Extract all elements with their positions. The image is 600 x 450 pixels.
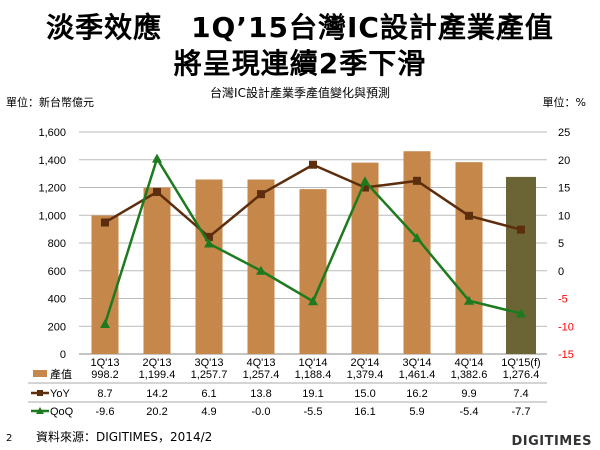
marker-yoy [309, 160, 317, 169]
right-tick-label: 10 [558, 210, 570, 222]
legend-label-產值: 產值 [50, 367, 72, 381]
right-tick-label: 5 [558, 238, 564, 250]
legend-key-bar [33, 370, 47, 377]
bar [299, 189, 327, 354]
table-cell: -9.6 [96, 406, 115, 418]
right-tick-label: 15 [558, 183, 570, 195]
right-tick-label: 20 [558, 155, 570, 167]
right-tick-label: -5 [558, 294, 568, 306]
right-tick-label: 0 [558, 266, 564, 278]
bar [91, 215, 119, 354]
left-tick-label: 400 [48, 294, 66, 306]
page-number: 2 [6, 433, 13, 444]
table-cell: 15.0 [354, 388, 375, 400]
marker-yoy [517, 225, 525, 234]
table-cell: 19.1 [302, 388, 323, 400]
chart-title: 台灣IC設計產業季產值變化與預測 [210, 86, 390, 100]
table-cell: -5.4 [460, 406, 479, 418]
left-tick-label: 200 [48, 321, 66, 333]
table-cell: 1,379.4 [347, 369, 384, 381]
legend-label-qoq: QoQ [50, 406, 74, 418]
digitimes-logo: DIGITIMES [511, 434, 592, 449]
marker-yoy [361, 183, 369, 192]
marker-yoy [257, 190, 265, 199]
category-label: 4Q'14 [454, 357, 483, 369]
table-cell: -7.7 [512, 406, 531, 418]
table-cell: 1,199.4 [139, 369, 176, 381]
marker-qoq [308, 296, 318, 306]
table-cell: 1,382.6 [451, 369, 488, 381]
legend-label-yoy: YoY [50, 388, 70, 400]
marker-yoy [413, 176, 421, 185]
marker-qoq [100, 319, 110, 329]
right-tick-label: -10 [558, 321, 574, 333]
left-tick-label: 1,200 [38, 183, 66, 195]
left-tick-label: 1,600 [38, 127, 66, 139]
bar [403, 151, 431, 354]
table-cell: 9.9 [461, 388, 476, 400]
left-tick-label: 1,400 [38, 155, 66, 167]
slide-title-line1: 淡季效應 1Q’15台灣IC設計產業產值 [46, 11, 554, 44]
table-cell: 1,461.4 [399, 369, 436, 381]
table-cell: -0.0 [252, 406, 271, 418]
table-cell: -5.5 [304, 406, 323, 418]
marker-qoq [464, 295, 474, 305]
left-tick-label: 0 [60, 349, 66, 361]
marker-qoq [412, 233, 422, 243]
bar [143, 187, 171, 354]
right-axis-unit: 單位：% [542, 96, 586, 109]
table-cell: 16.1 [354, 406, 375, 418]
table-cell: 8.7 [97, 388, 112, 400]
category-label: 2Q'14 [350, 357, 379, 369]
marker-qoq [256, 265, 266, 275]
table-cell: 998.2 [91, 369, 119, 381]
table-cell: 1,188.4 [295, 369, 332, 381]
category-label: 1Q'15(f) [501, 357, 540, 369]
left-tick-label: 600 [48, 266, 66, 278]
table-cell: 16.2 [406, 388, 427, 400]
slide-title-line2: 將呈現連續2季下滑 [173, 47, 427, 80]
marker-yoy [101, 218, 109, 227]
left-axis-unit: 單位：新台幣億元 [6, 96, 94, 109]
table-cell: 1,276.4 [503, 369, 540, 381]
bar [195, 179, 223, 354]
right-tick-label: 25 [558, 127, 570, 139]
legend-key-marker [36, 407, 44, 414]
table-cell: 5.9 [409, 406, 424, 418]
left-tick-label: 800 [48, 238, 66, 250]
marker-yoy [205, 232, 213, 241]
marker-qoq [516, 308, 526, 318]
source-note: 資料來源：DIGITIMES，2014/2 [36, 430, 213, 444]
table-cell: 1,257.4 [243, 369, 280, 381]
category-label: 3Q'13 [194, 357, 223, 369]
category-label: 4Q'13 [246, 357, 275, 369]
category-label: 1Q'13 [90, 357, 119, 369]
bar [506, 176, 536, 354]
marker-yoy [465, 211, 473, 220]
category-label: 1Q'14 [298, 357, 327, 369]
right-tick-label: -15 [558, 349, 574, 361]
category-label: 2Q'13 [142, 357, 171, 369]
marker-qoq [360, 176, 370, 186]
table-cell: 13.8 [250, 388, 271, 400]
table-cell: 7.4 [513, 388, 528, 400]
bar [455, 162, 483, 354]
marker-qoq [204, 238, 214, 248]
bar [351, 162, 379, 354]
marker-qoq [152, 153, 162, 163]
table-cell: 20.2 [146, 406, 167, 418]
marker-yoy [153, 187, 161, 196]
table-cell: 1,257.7 [191, 369, 228, 381]
left-tick-label: 1,000 [38, 210, 66, 222]
table-cell: 6.1 [201, 388, 216, 400]
legend-key-marker [37, 390, 43, 396]
table-cell: 4.9 [201, 406, 216, 418]
table-cell: 14.2 [146, 388, 167, 400]
category-label: 3Q'14 [402, 357, 431, 369]
